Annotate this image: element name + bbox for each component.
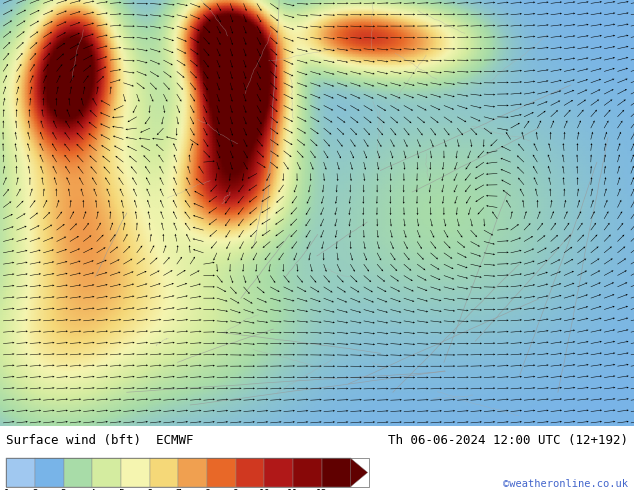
Bar [178, 458, 207, 487]
Bar [207, 458, 236, 487]
Bar [150, 458, 178, 487]
Text: ©weatheronline.co.uk: ©weatheronline.co.uk [503, 479, 628, 489]
Bar [35, 458, 63, 487]
Bar [236, 458, 264, 487]
Bar [322, 458, 351, 487]
Bar [93, 458, 121, 487]
Bar [6, 458, 35, 487]
FancyArrow shape [351, 458, 368, 487]
Bar [6, 458, 369, 487]
Bar [293, 458, 322, 487]
Text: Surface wind (bft)  ECMWF: Surface wind (bft) ECMWF [6, 434, 194, 447]
Bar [121, 458, 150, 487]
Bar [63, 458, 93, 487]
Text: Th 06-06-2024 12:00 UTC (12+192): Th 06-06-2024 12:00 UTC (12+192) [387, 434, 628, 447]
Bar [264, 458, 293, 487]
